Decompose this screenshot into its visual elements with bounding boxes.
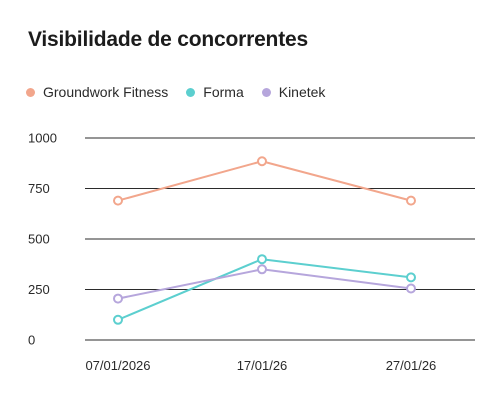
y-tick-label-500: 500 [28,232,50,247]
x-tick-label-2: 27/01/26 [386,358,437,373]
data-point-groundwork-0 [113,195,123,206]
series-line-kinetek [117,268,412,300]
data-point-groundwork-2 [406,195,416,206]
x-tick-label-0: 07/01/2026 [85,358,150,373]
legend-item-kinetek[interactable]: Kinetek [261,84,326,100]
y-tick-label-250: 250 [28,282,50,297]
data-point-forma-1 [257,254,267,265]
legend-item-forma[interactable]: Forma [186,84,244,100]
legend-label-groundwork: Groundwork Fitness [43,84,169,100]
legend-item-groundwork[interactable]: Groundwork Fitness [26,84,168,100]
legend-swatch-groundwork [26,87,35,97]
data-point-forma-2 [406,272,416,283]
y-tick-label-1000: 1000 [28,131,57,146]
data-point-kinetek-1 [257,264,267,275]
legend-swatch-forma [186,87,196,97]
data-point-forma-0 [113,314,123,325]
legend: Groundwork Fitness Forma Kinetek [26,84,325,100]
series-line-groundwork [117,160,412,202]
y-tick-label-750: 750 [28,181,50,196]
legend-swatch-kinetek [261,87,271,97]
legend-label-kinetek: Kinetek [278,84,326,100]
legend-label-forma: Forma [203,84,244,100]
chart-title: Visibilidade de concorrentes [28,28,308,51]
y-tick-label-0: 0 [28,333,35,348]
data-point-groundwork-1 [257,156,267,167]
data-point-kinetek-2 [406,283,416,294]
x-tick-label-1: 17/01/26 [237,358,288,373]
data-point-kinetek-0 [113,293,123,304]
